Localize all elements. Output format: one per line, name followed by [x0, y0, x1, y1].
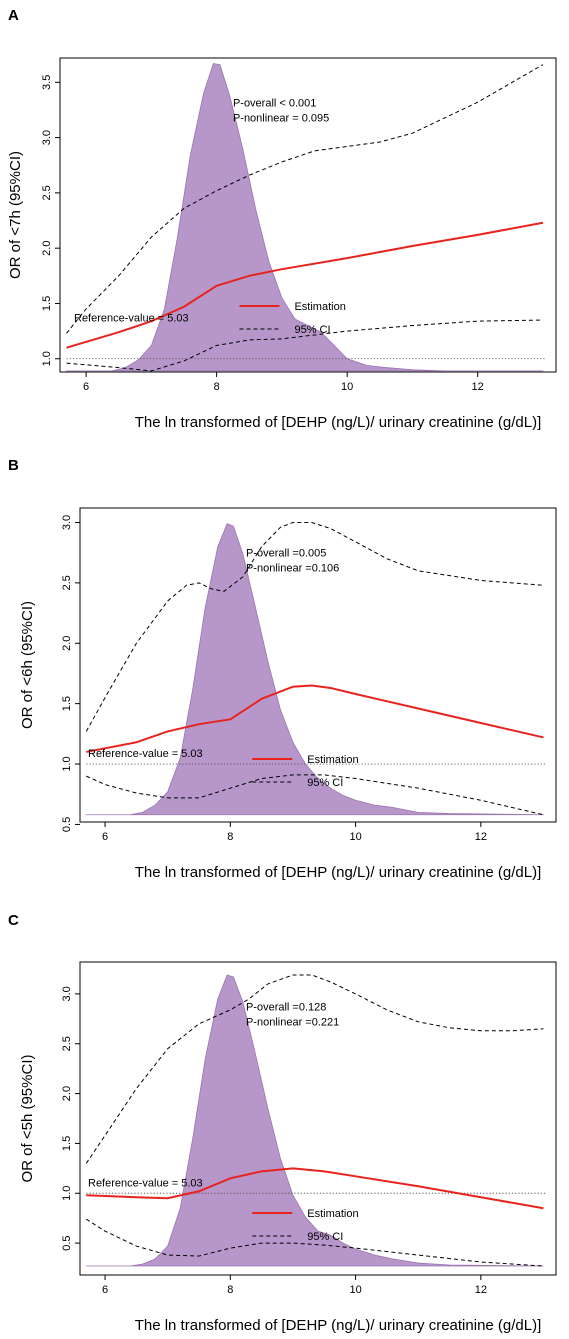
ci-lower-line	[86, 774, 544, 816]
y-tick-label: 1.0	[61, 1186, 73, 1201]
reference-label: Reference-value = 5.03	[74, 313, 189, 325]
p-overall-annotation: P-overall < 0.001	[233, 98, 316, 110]
y-tick-label: 0.5	[61, 817, 73, 832]
y-tick-label: 3.0	[41, 130, 53, 145]
reference-label: Reference-value = 5.03	[88, 748, 203, 760]
plot-frame	[79, 961, 557, 1276]
x-tick-label: 8	[227, 1284, 233, 1296]
legend-label: Estimation	[307, 754, 358, 766]
x-tick-label: 10	[349, 831, 361, 843]
x-tick-label: 8	[227, 831, 233, 843]
x-tick-label: 6	[102, 1284, 108, 1296]
ci-lower-line	[66, 319, 543, 372]
panel-label: C	[8, 912, 19, 929]
x-axis-label: The ln transformed of [DEHP (ng/L)/ urin…	[135, 414, 542, 431]
x-tick-label: 6	[83, 381, 89, 393]
panel-b: B 6 8 10 12 0.5 1.0 1.5 2.0 2.5 3.0 The ln transfor…	[8, 457, 557, 881]
p-nonlinear-annotation: P-nonlinear =0.221	[246, 1017, 339, 1029]
y-tick-label: 0.5	[61, 1235, 73, 1250]
estimation-line	[86, 684, 544, 753]
y-axis-label: OR of <5h (95%CI)	[19, 1055, 36, 1183]
p-overall-annotation: P-overall =0.005	[246, 548, 326, 560]
x-tick-label: 12	[475, 831, 487, 843]
x-tick-label: 8	[214, 381, 220, 393]
p-overall-annotation: P-overall =0.128	[246, 1002, 326, 1014]
estimation-line	[86, 1167, 544, 1210]
panel-label: B	[8, 457, 19, 474]
y-tick-label: 3.0	[61, 515, 73, 530]
y-tick-label: 1.5	[61, 696, 73, 711]
panel-c: C 6 8 10 12 0.5 1.0 1.5 2.0 2.5 3.0 The ln transfor…	[8, 912, 557, 1334]
estimation-line	[66, 221, 544, 349]
x-tick-label: 12	[475, 1284, 487, 1296]
p-nonlinear-annotation: P-nonlinear = 0.095	[233, 113, 329, 125]
legend-label: 95% CI	[307, 777, 343, 789]
y-tick-label: 3.0	[61, 986, 73, 1001]
ci-upper-line	[66, 64, 544, 334]
ci-upper-line	[85, 974, 544, 1164]
density-area	[65, 63, 544, 372]
panel-label: A	[8, 7, 19, 24]
y-tick-label: 2.5	[61, 1036, 73, 1051]
y-tick-label: 2.0	[61, 636, 73, 651]
y-tick-label: 2.5	[61, 575, 73, 590]
plot-frame	[79, 507, 557, 823]
y-axis-label: OR of <6h (95%CI)	[19, 601, 36, 729]
x-tick-label: 10	[341, 381, 353, 393]
density-area	[85, 523, 545, 816]
x-axis-label: The ln transformed of [DEHP (ng/L)/ urin…	[135, 1317, 542, 1334]
density-area	[86, 974, 544, 1267]
legend-label: 95% CI	[294, 324, 330, 336]
y-tick-label: 1.0	[61, 756, 73, 771]
y-tick-label: 2.5	[41, 185, 53, 200]
y-axis-label: OR of <7h (95%CI)	[7, 151, 24, 279]
plot-frame	[59, 57, 557, 373]
y-tick-label: 1.5	[41, 296, 53, 311]
legend-label: Estimation	[294, 301, 345, 313]
x-tick-label: 6	[102, 831, 108, 843]
ci-upper-line	[85, 521, 544, 732]
y-tick-label: 2.0	[61, 1086, 73, 1101]
y-tick-label: 1.5	[61, 1136, 73, 1151]
x-tick-label: 10	[349, 1284, 361, 1296]
p-nonlinear-annotation: P-nonlinear =0.106	[246, 563, 339, 575]
panel-a: A 6 8 10 12 1.0 1.5 2.0 2.5 3.0 3.5 The ln transfor…	[7, 7, 557, 431]
ci-lower-line	[85, 1218, 544, 1267]
y-tick-label: 2.0	[41, 241, 53, 256]
y-tick-label: 1.0	[41, 351, 53, 366]
legend-label: 95% CI	[307, 1231, 343, 1243]
legend-label: Estimation	[307, 1208, 358, 1220]
reference-label: Reference-value = 5.03	[88, 1177, 203, 1189]
x-tick-label: 12	[472, 381, 484, 393]
x-axis-label: The ln transformed of [DEHP (ng/L)/ urin…	[135, 864, 542, 881]
y-tick-label: 3.5	[41, 75, 53, 90]
